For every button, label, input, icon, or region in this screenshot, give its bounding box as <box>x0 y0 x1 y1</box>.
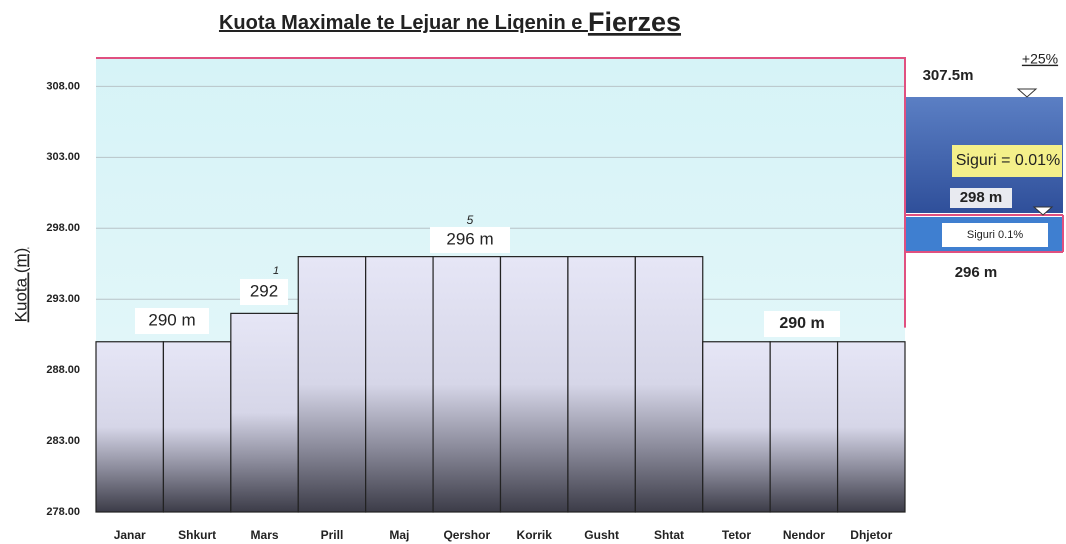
panel-label: 296 m <box>955 264 998 281</box>
bar <box>297 256 367 513</box>
y-tick-label: 283.00 <box>46 435 80 447</box>
bar <box>836 341 906 513</box>
x-tick-label: Tetor <box>722 528 751 542</box>
annotation-box <box>764 311 840 337</box>
title-text: Kuota Maximale te Lejuar ne Liqenin e <box>219 12 588 34</box>
panel-label: Siguri = 0.01% <box>956 152 1061 169</box>
chart-title: Kuota Maximale te Lejuar ne Liqenin e Fi… <box>219 7 681 37</box>
annotation: 292 <box>250 281 278 300</box>
title-emphasis: Fierzes <box>588 7 681 37</box>
plot-border <box>96 57 906 328</box>
y-axis-label: Kuota (m) <box>11 248 30 323</box>
x-tick-label: Mars <box>251 528 279 542</box>
level-marker <box>1032 206 1054 216</box>
panel-label: 298 m <box>960 189 1003 206</box>
label-box <box>942 223 1048 247</box>
y-tick-label: 298.00 <box>46 222 80 234</box>
x-tick-label: Dhjetor <box>850 528 892 542</box>
x-tick-label: Janar <box>114 528 146 542</box>
y-tick-label: 278.00 <box>46 506 80 518</box>
panel-label: +25% <box>1022 51 1058 67</box>
annotation-box <box>430 227 510 253</box>
label-box <box>950 188 1012 208</box>
x-tick-label: Shkurt <box>178 528 216 542</box>
bar <box>162 341 232 513</box>
bar <box>499 256 569 513</box>
annotation-box <box>135 308 209 334</box>
annotation: 1 <box>273 265 279 277</box>
annotation: 290 m <box>779 315 824 332</box>
bar <box>432 256 502 513</box>
annotation: 5 <box>467 213 474 227</box>
level-marker <box>1016 88 1038 98</box>
bar <box>702 341 771 513</box>
bar <box>769 341 839 513</box>
panel-label: Siguri 0.1% <box>967 229 1023 241</box>
x-tick-label: Nendor <box>783 528 825 542</box>
x-tick-label: Gusht <box>584 528 619 542</box>
bar <box>230 312 299 513</box>
yellow-box <box>952 145 1062 177</box>
y-tick-label: 293.00 <box>46 293 80 305</box>
side-panel: 307.5m +25% Siguri = 0.01% 298 m Siguri 0.1%… <box>905 51 1064 281</box>
bar <box>365 256 434 513</box>
bar <box>567 256 636 513</box>
annotation-box <box>240 279 288 305</box>
x-tick-label: Qershor <box>443 528 490 542</box>
bar <box>95 341 165 513</box>
x-tick-label: Shtat <box>654 528 684 542</box>
x-tick-label: Prill <box>321 528 344 542</box>
x-tick-label: Maj <box>389 528 409 542</box>
y-tick-label: 303.00 <box>46 151 80 163</box>
bar <box>634 256 704 513</box>
y-tick-label: 308.00 <box>46 80 80 92</box>
panel-label: 307.5m <box>923 67 974 84</box>
annotation: 296 m <box>446 229 493 248</box>
annotation: 290 m <box>148 310 195 329</box>
x-tick-label: Korrik <box>517 528 553 542</box>
y-tick-label: 288.00 <box>46 364 80 376</box>
